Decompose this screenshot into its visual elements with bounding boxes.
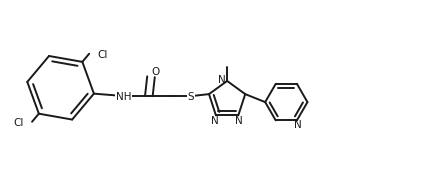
- Text: NH: NH: [116, 92, 131, 102]
- Text: Cl: Cl: [13, 118, 24, 128]
- Text: N: N: [218, 75, 226, 85]
- Text: S: S: [188, 92, 194, 102]
- Text: N: N: [211, 116, 219, 126]
- Text: O: O: [151, 68, 159, 77]
- Text: N: N: [294, 120, 302, 130]
- Text: N: N: [235, 116, 243, 126]
- Text: Cl: Cl: [98, 50, 108, 60]
